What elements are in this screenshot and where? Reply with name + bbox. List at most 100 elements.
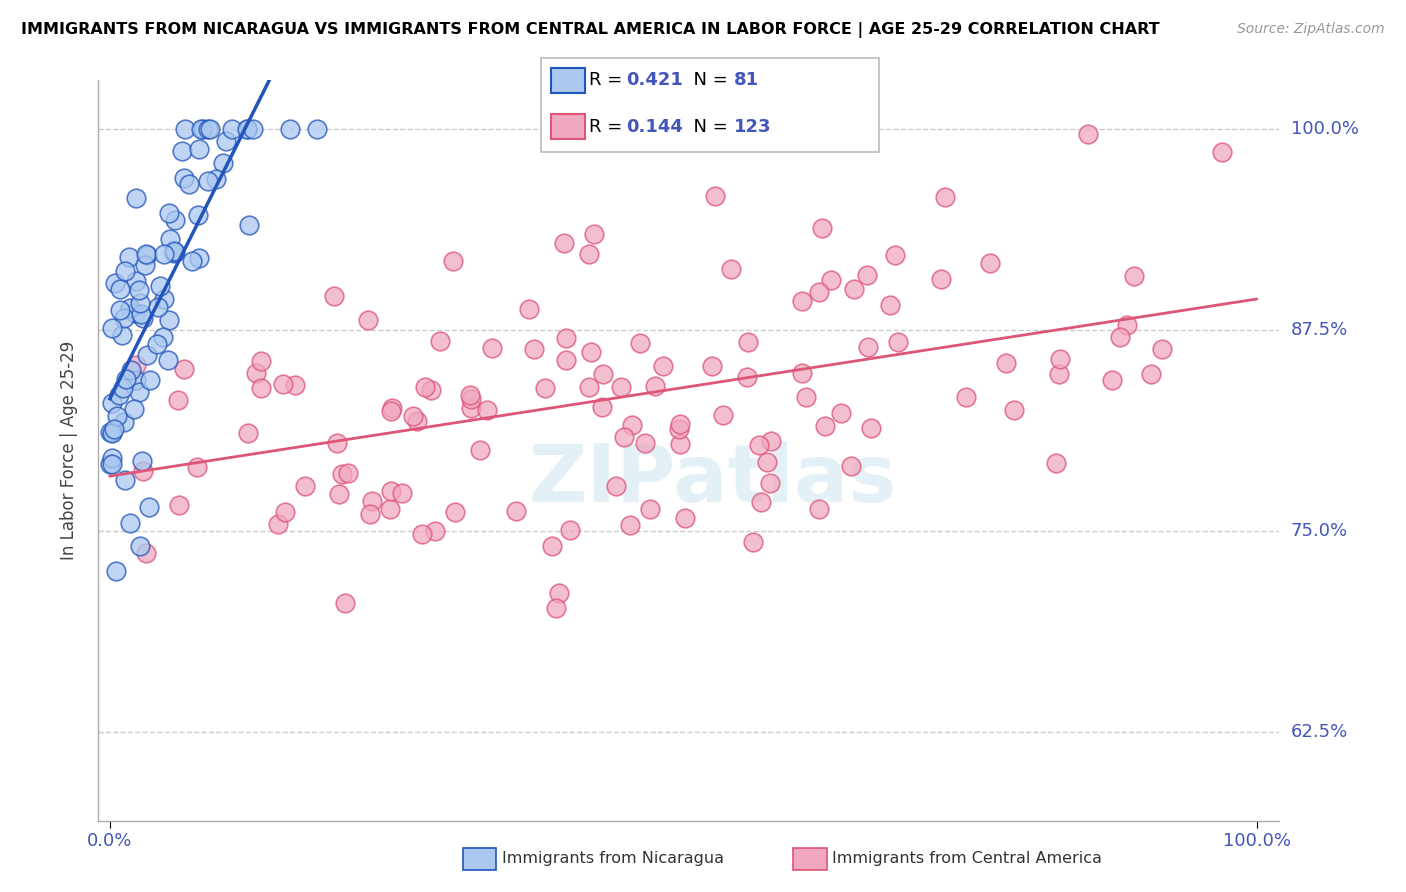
Point [553,235,575,250]
Point [186,460,208,475]
Point [153,247,176,261]
Point [541,539,564,553]
Text: R =: R = [589,71,628,89]
Text: 87.5%: 87.5% [1291,321,1348,339]
Text: Immigrants from Nicaragua: Immigrants from Nicaragua [502,851,724,865]
Text: N =: N = [682,71,734,89]
Text: R =: R = [589,118,628,136]
Point [1047,367,1070,381]
Point [644,378,666,392]
Point [125,191,148,205]
Point [115,372,138,386]
Point [214,134,236,148]
Point [842,282,865,296]
Point [284,378,307,392]
Point [792,294,814,309]
Point [128,283,150,297]
Point [103,422,125,436]
Point [112,311,135,326]
Point [481,342,503,356]
Point [1109,329,1132,343]
Point [204,172,226,186]
Point [101,396,124,410]
Point [560,523,582,537]
Point [146,337,169,351]
Point [411,527,433,541]
Point [934,189,956,203]
Point [356,312,378,326]
Text: 75.0%: 75.0% [1291,522,1348,540]
Point [152,330,174,344]
Point [468,443,491,458]
Point [423,524,446,538]
Point [1139,368,1161,382]
Point [136,348,159,362]
Point [460,401,482,415]
Point [725,121,748,136]
Point [820,273,842,287]
Point [221,121,243,136]
Point [1049,351,1071,366]
Point [669,437,692,451]
Point [610,380,633,394]
Point [242,121,264,136]
Point [546,601,568,615]
Point [187,208,209,222]
Point [634,435,657,450]
Point [429,334,451,348]
Point [266,517,288,532]
Point [523,342,546,356]
Point [668,422,690,436]
Point [156,352,179,367]
Point [188,142,211,156]
Point [1150,342,1173,356]
Point [100,451,122,466]
Point [814,418,837,433]
Point [583,227,606,242]
Point [138,500,160,514]
Point [174,121,197,136]
Point [118,250,141,264]
Point [839,459,862,474]
Point [443,506,465,520]
Point [830,406,852,420]
Point [249,381,271,395]
Point [547,586,569,600]
Point [419,383,441,397]
Point [330,467,353,481]
Point [578,380,600,394]
Point [129,296,152,310]
Point [328,486,350,500]
Point [173,362,195,376]
Point [125,359,148,373]
Point [460,392,482,406]
Point [173,171,195,186]
Point [401,409,423,424]
Text: IMMIGRANTS FROM NICARAGUA VS IMMIGRANTS FROM CENTRAL AMERICA IN LABOR FORCE | AG: IMMIGRANTS FROM NICARAGUA VS IMMIGRANTS … [21,22,1160,38]
Point [979,256,1001,270]
Point [131,454,153,468]
Point [124,401,146,416]
Point [326,436,349,450]
Point [628,335,651,350]
Point [104,564,127,578]
Point [124,306,146,320]
Text: 100.0%: 100.0% [1291,120,1358,137]
Point [132,464,155,478]
Point [105,409,128,424]
Point [1045,456,1067,470]
Point [280,121,302,136]
Point [193,121,215,136]
Point [879,298,901,312]
Point [181,253,204,268]
Point [100,425,122,439]
Point [101,426,124,441]
Point [443,254,465,268]
Point [380,484,402,499]
Point [1123,269,1146,284]
Point [860,421,883,435]
Point [114,264,136,278]
Point [163,212,186,227]
Point [100,320,122,334]
Point [238,218,260,232]
